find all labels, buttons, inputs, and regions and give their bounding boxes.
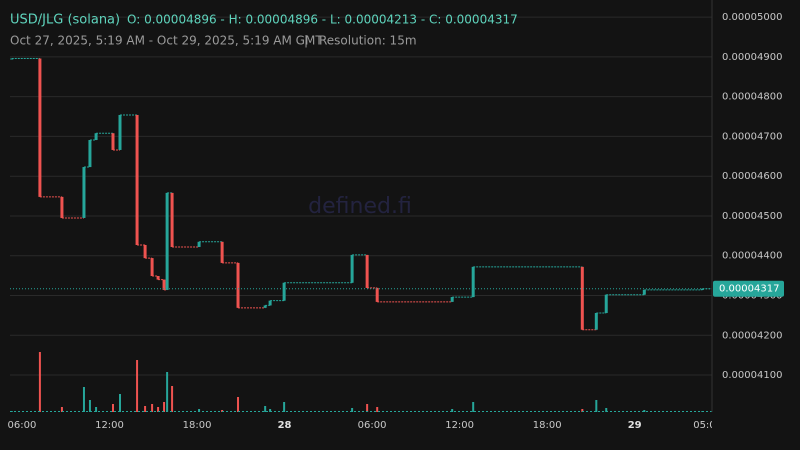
candle-body bbox=[170, 192, 174, 247]
volume-bar bbox=[269, 409, 272, 412]
x-tick-label: 06:00 bbox=[358, 420, 387, 431]
candle-body bbox=[38, 58, 42, 197]
candle-body bbox=[236, 262, 240, 308]
volume-bar bbox=[366, 404, 369, 412]
volume-bar bbox=[118, 394, 121, 412]
y-tick-label: 0.00004900 bbox=[722, 52, 782, 63]
separator: | bbox=[304, 34, 308, 48]
volume-bar bbox=[283, 402, 286, 412]
candle-body bbox=[365, 254, 369, 288]
volume-bar bbox=[95, 407, 98, 412]
candle-body bbox=[111, 133, 115, 150]
candle-body bbox=[604, 294, 608, 313]
candle-body bbox=[118, 114, 122, 150]
volume-bar bbox=[136, 360, 139, 412]
volume-bar bbox=[38, 352, 41, 412]
y-tick-label: 0.00004500 bbox=[722, 211, 782, 222]
candle-body bbox=[642, 289, 646, 295]
candle-body bbox=[375, 287, 379, 302]
subtitle: Oct 27, 2025, 5:19 AM - Oct 29, 2025, 5:… bbox=[10, 34, 323, 48]
volume-bar bbox=[605, 408, 608, 412]
x-tick-label: 05:00 bbox=[693, 420, 722, 431]
volume-bar bbox=[351, 408, 354, 412]
volume-bar bbox=[157, 407, 160, 412]
candle-body bbox=[220, 241, 224, 263]
candle-body bbox=[471, 266, 475, 298]
x-tick-label: 12:00 bbox=[445, 420, 474, 431]
candle-body bbox=[594, 312, 598, 330]
volume-bar bbox=[88, 400, 91, 412]
candle-body bbox=[450, 297, 454, 302]
candle-body bbox=[82, 167, 86, 218]
volume-bar bbox=[264, 406, 267, 412]
volume-bar bbox=[472, 402, 475, 412]
candle-body bbox=[268, 300, 272, 306]
x-tick-label: 06:00 bbox=[8, 420, 37, 431]
watermark: defined.fi bbox=[308, 194, 412, 219]
candle-body bbox=[263, 305, 267, 308]
volume-bar bbox=[144, 406, 147, 412]
last-price-box bbox=[713, 280, 784, 297]
candle-body bbox=[197, 241, 201, 247]
volume-bar bbox=[151, 404, 154, 412]
candle-body bbox=[165, 192, 169, 290]
candle-body bbox=[94, 133, 98, 141]
resolution: Resolution: 15m bbox=[319, 34, 417, 48]
x-tick-label: 18:00 bbox=[533, 420, 562, 431]
candle-body bbox=[10, 58, 14, 60]
x-tick-label: 28 bbox=[278, 420, 292, 431]
volume-bar bbox=[171, 386, 174, 412]
candle-body bbox=[282, 282, 286, 301]
volume-bar bbox=[643, 410, 646, 412]
candle-body bbox=[350, 254, 354, 283]
volume-bar bbox=[82, 387, 85, 412]
volume-bar bbox=[237, 397, 240, 412]
y-tick-label: 0.00005000 bbox=[722, 12, 782, 23]
volume-bar bbox=[451, 409, 454, 412]
volume-bar bbox=[376, 407, 379, 412]
candle-body bbox=[143, 244, 147, 259]
volume-bar bbox=[166, 372, 169, 412]
candle-body bbox=[162, 279, 166, 290]
y-tick-label: 0.00004800 bbox=[722, 92, 782, 103]
volume-bar bbox=[60, 407, 63, 412]
y-tick-label: 0.00004200 bbox=[722, 330, 782, 341]
candle-body bbox=[580, 266, 584, 330]
volume-bar bbox=[198, 409, 201, 412]
candle-body bbox=[60, 196, 64, 218]
y-tick-label: 0.00004100 bbox=[722, 370, 782, 381]
candle-body bbox=[150, 258, 154, 277]
chart-title: USD/JLG (solana) bbox=[10, 13, 120, 28]
candle-body bbox=[700, 288, 704, 290]
candle-body bbox=[156, 276, 160, 280]
x-tick-label: 18:00 bbox=[183, 420, 212, 431]
x-tick-label: 29 bbox=[628, 420, 642, 431]
candle-body bbox=[88, 140, 92, 168]
candle-body bbox=[135, 114, 139, 245]
ohlc-summary: O: 0.00004896 - H: 0.00004896 - L: 0.000… bbox=[127, 13, 518, 27]
volume-bar bbox=[111, 404, 114, 412]
volume-bar bbox=[581, 409, 584, 412]
y-tick-label: 0.00004700 bbox=[722, 131, 782, 142]
y-tick-label: 0.00004600 bbox=[722, 171, 782, 182]
volume-bar bbox=[163, 402, 166, 412]
last-price-label: 0.00004317 bbox=[719, 284, 779, 295]
x-tick-label: 12:00 bbox=[95, 420, 124, 431]
volume-bar bbox=[595, 400, 598, 412]
y-tick-label: 0.00004400 bbox=[722, 251, 782, 262]
